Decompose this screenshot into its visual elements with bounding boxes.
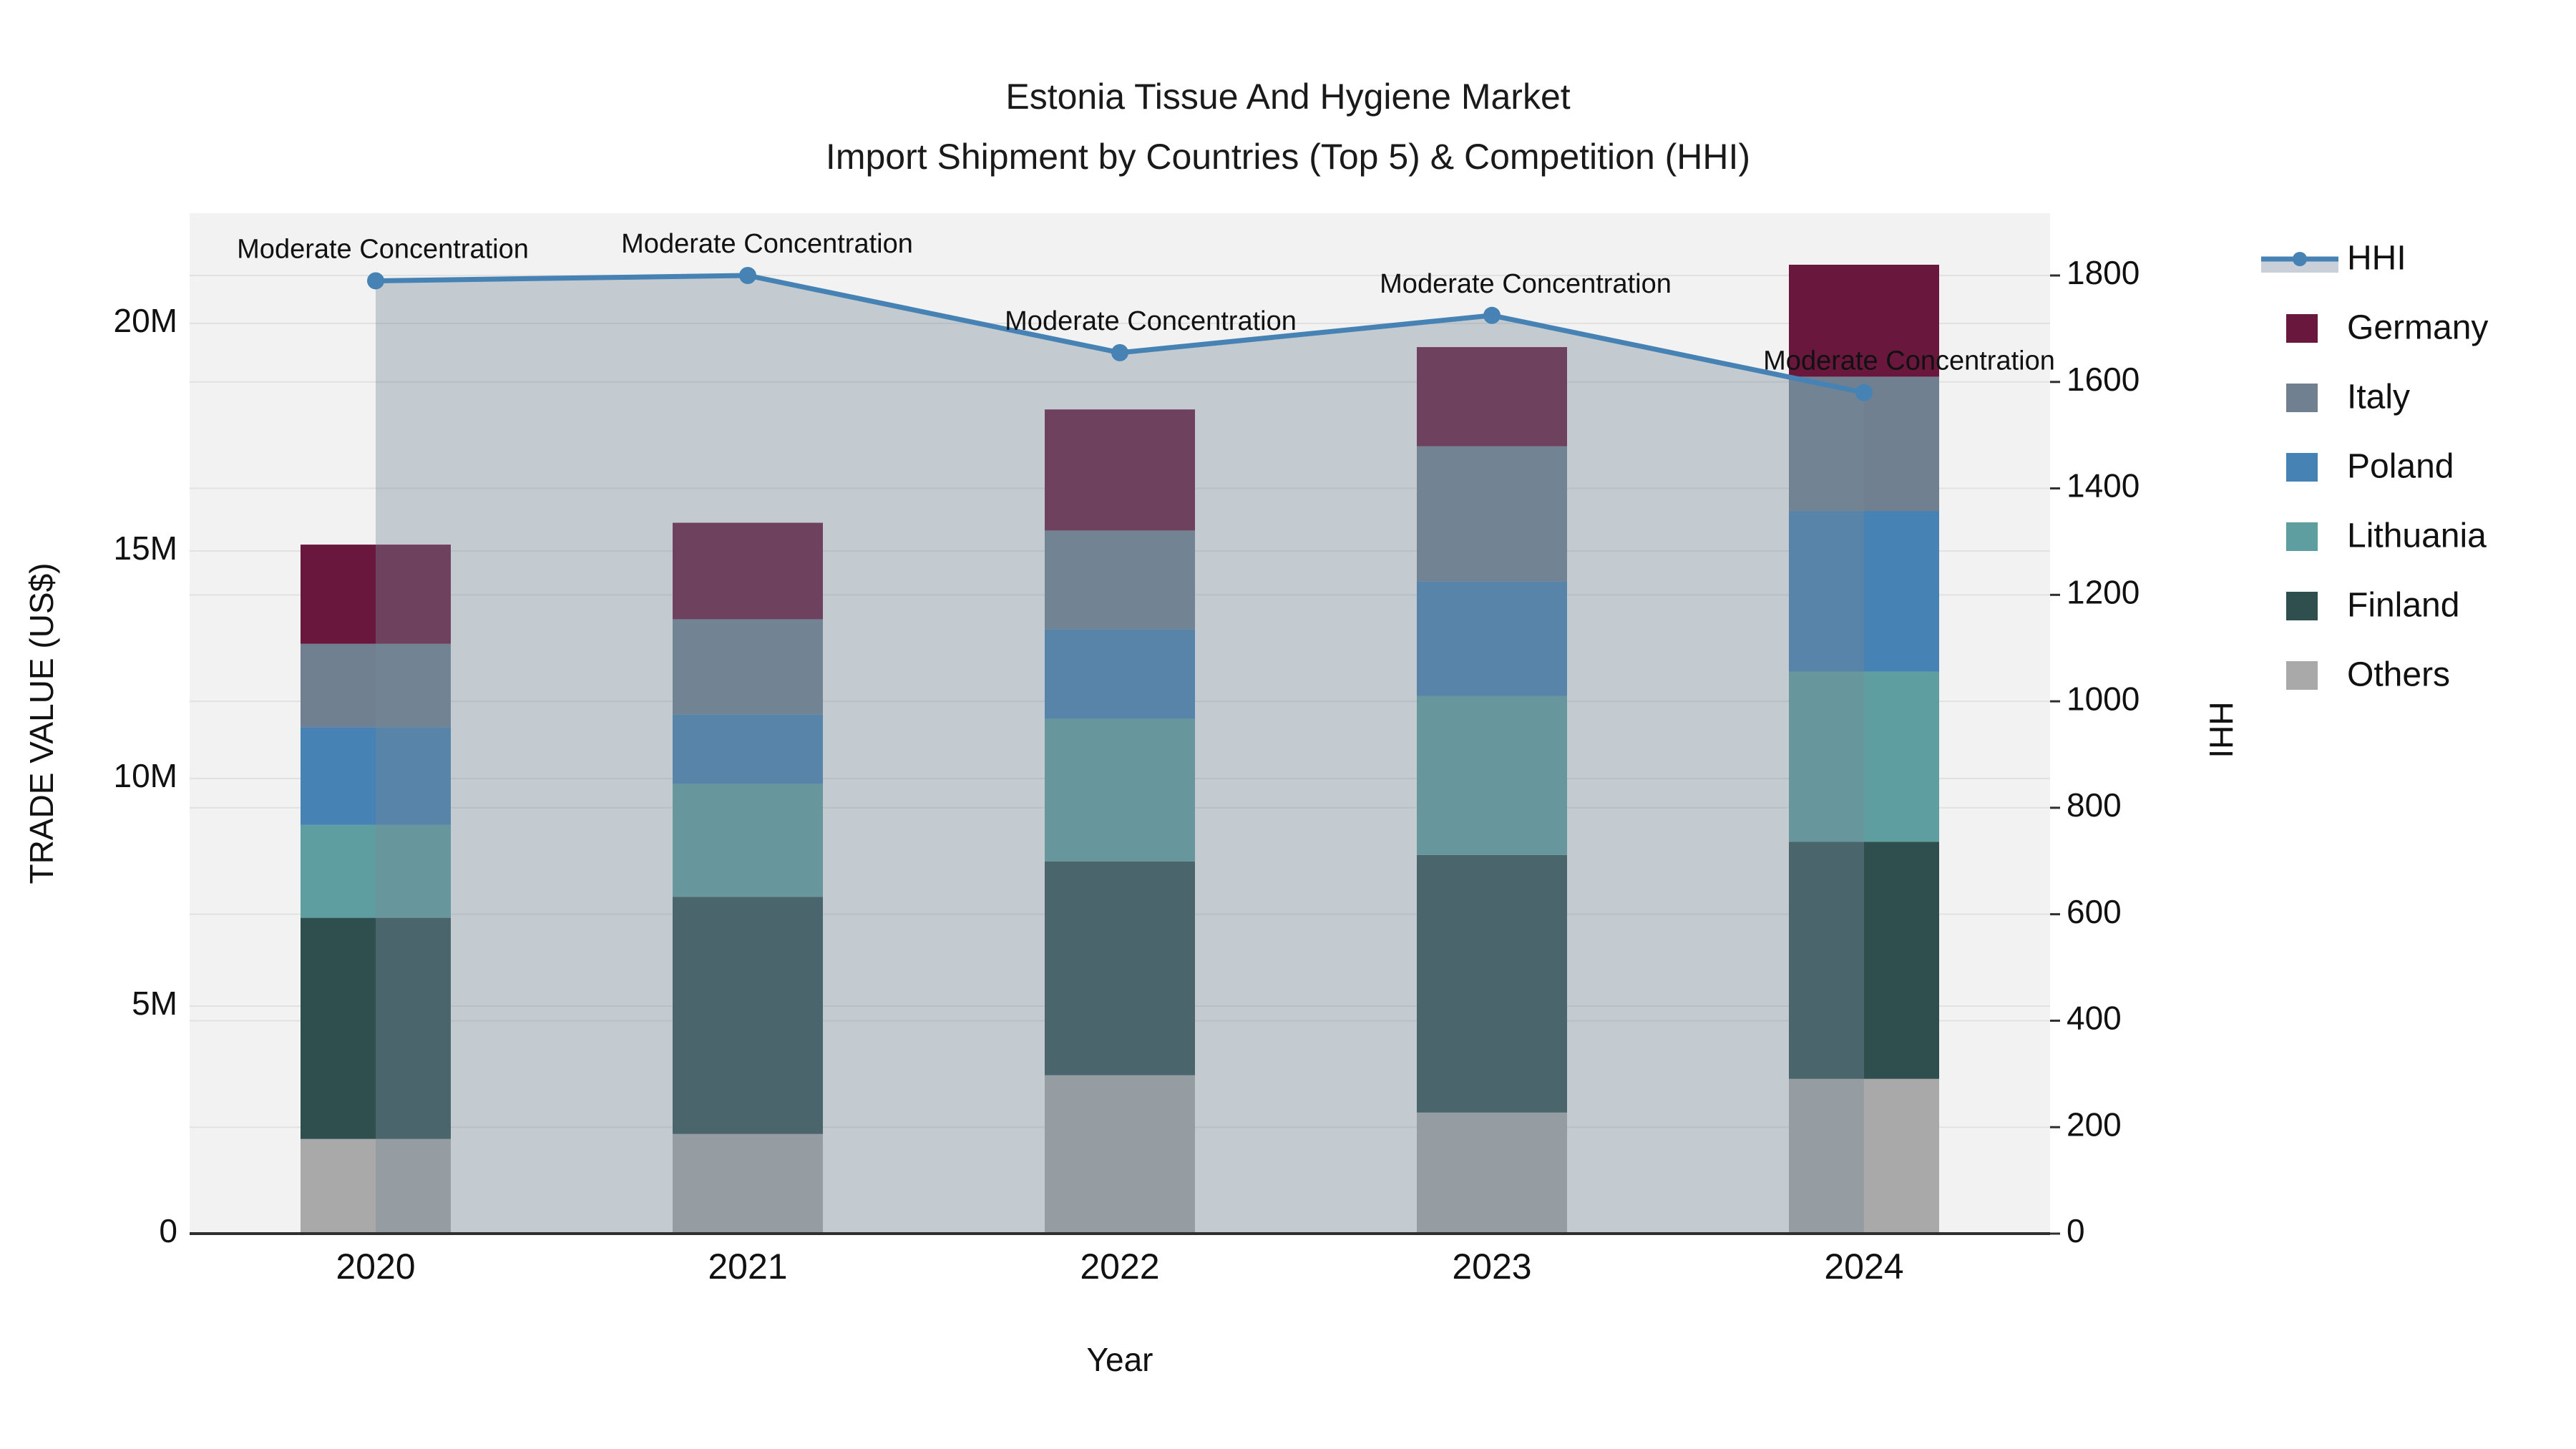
bar-segment-poland-2021[interactable] [673, 714, 823, 784]
bar-segment-germany-2022[interactable] [1045, 409, 1195, 531]
legend-swatch-others [2286, 661, 2318, 690]
bar-segment-poland-2022[interactable] [1045, 629, 1195, 719]
bar-segment-lithuania-2023[interactable] [1417, 696, 1567, 855]
legend-swatch-lithuania [2286, 522, 2318, 551]
legend-label-poland: Poland [2347, 448, 2454, 486]
legend-swatch-germany [2286, 314, 2318, 343]
legend-label-lithuania: Lithuania [2347, 517, 2487, 555]
bar-segment-germany-2020[interactable] [301, 545, 451, 644]
right-axis-tick-label: 400 [2067, 1000, 2122, 1037]
legend-label-hhi: HHI [2347, 240, 2406, 278]
right-axis-tick-label: 1400 [2067, 467, 2140, 504]
legend-item-lithuania[interactable]: Lithuania [2286, 517, 2487, 555]
chart-title-line1: Estonia Tissue And Hygiene Market [1005, 77, 1571, 117]
legend-item-germany[interactable]: Germany [2286, 309, 2488, 347]
bar-segment-others-2020[interactable] [301, 1138, 451, 1234]
left-axis-title: TRADE VALUE (US$) [23, 562, 60, 884]
legend-item-italy[interactable]: Italy [2286, 379, 2410, 416]
hhi-marker-swatch [2293, 252, 2307, 266]
x-axis-title: Year [1086, 1341, 1153, 1378]
left-axis-tick-label: 15M [114, 530, 177, 567]
bar-segment-italy-2022[interactable] [1045, 530, 1195, 630]
bar-segment-lithuania-2024[interactable] [1789, 671, 1939, 842]
bar-segment-italy-2021[interactable] [673, 619, 823, 715]
hhi-marker-2022[interactable] [1111, 343, 1128, 361]
legend-swatch-poland [2286, 453, 2318, 482]
legend-label-others: Others [2347, 656, 2450, 694]
hhi-marker-2021[interactable] [739, 267, 756, 284]
bar-segment-lithuania-2021[interactable] [673, 784, 823, 897]
bar-segment-italy-2023[interactable] [1417, 446, 1567, 582]
annotation-2021: Moderate Concentration [621, 229, 913, 259]
annotation-2024: Moderate Concentration [1763, 346, 2055, 376]
legend-swatch-italy [2286, 384, 2318, 412]
bar-segment-finland-2020[interactable] [301, 917, 451, 1139]
bar-segment-germany-2024[interactable] [1789, 264, 1939, 377]
bar-segment-italy-2020[interactable] [301, 643, 451, 728]
bar-segment-poland-2023[interactable] [1417, 581, 1567, 696]
legend-label-italy: Italy [2347, 379, 2410, 416]
annotation-2022: Moderate Concentration [1005, 306, 1297, 336]
bar-segment-finland-2023[interactable] [1417, 854, 1567, 1113]
left-axis-tick-label: 0 [159, 1212, 177, 1249]
bar-segment-others-2021[interactable] [673, 1133, 823, 1234]
bar-segment-others-2022[interactable] [1045, 1075, 1195, 1234]
x-axis-tick-label-2022: 2022 [1080, 1246, 1159, 1287]
right-axis-tick-label: 800 [2067, 786, 2122, 824]
hhi-area-fill [376, 275, 1864, 1234]
legend-item-hhi[interactable]: HHI [2261, 240, 2406, 278]
bar-segment-germany-2021[interactable] [673, 522, 823, 620]
hhi-marker-2020[interactable] [367, 272, 384, 290]
left-axis-tick-label: 5M [132, 985, 177, 1022]
bar-segment-lithuania-2022[interactable] [1045, 718, 1195, 862]
x-axis-tick-label-2021: 2021 [708, 1246, 787, 1287]
legend-label-germany: Germany [2347, 309, 2488, 347]
bar-segment-lithuania-2020[interactable] [301, 824, 451, 918]
x-axis-tick-label-2023: 2023 [1452, 1246, 1531, 1287]
legend-item-finland[interactable]: Finland [2286, 587, 2459, 625]
left-axis-tick-label: 20M [114, 302, 177, 339]
right-axis-tick-label: 1000 [2067, 680, 2140, 717]
right-axis-tick-label: 1800 [2067, 254, 2140, 291]
annotation-2020: Moderate Concentration [237, 234, 529, 264]
bar-segment-others-2024[interactable] [1789, 1078, 1939, 1234]
x-axis-tick-label-2024: 2024 [1824, 1246, 1903, 1287]
right-axis-title: HHI [2202, 701, 2240, 758]
bar-segment-finland-2021[interactable] [673, 897, 823, 1134]
bar-segment-finland-2022[interactable] [1045, 861, 1195, 1075]
chart-title-line2: Import Shipment by Countries (Top 5) & C… [825, 137, 1751, 177]
x-axis-tick-label-2020: 2020 [336, 1246, 415, 1287]
bar-segment-poland-2024[interactable] [1789, 511, 1939, 672]
bar-segment-germany-2023[interactable] [1417, 347, 1567, 447]
bar-segment-finland-2024[interactable] [1789, 841, 1939, 1079]
left-axis-tick-label: 10M [114, 757, 177, 794]
right-axis-tick-label: 0 [2067, 1212, 2085, 1249]
right-axis-tick-label: 200 [2067, 1106, 2122, 1143]
bar-segment-poland-2020[interactable] [301, 727, 451, 825]
legend-item-others[interactable]: Others [2286, 656, 2450, 694]
right-axis-tick-label: 1200 [2067, 573, 2140, 610]
annotation-2023: Moderate Concentration [1380, 269, 1672, 299]
hhi-marker-2023[interactable] [1483, 306, 1501, 324]
legend-swatch-finland [2286, 592, 2318, 620]
right-axis-tick-label: 1600 [2067, 361, 2140, 398]
legend-label-finland: Finland [2347, 587, 2459, 625]
legend-item-poland[interactable]: Poland [2286, 448, 2454, 486]
bar-segment-others-2023[interactable] [1417, 1112, 1567, 1234]
hhi-marker-2024[interactable] [1855, 384, 1873, 401]
right-axis-tick-label: 600 [2067, 893, 2122, 930]
